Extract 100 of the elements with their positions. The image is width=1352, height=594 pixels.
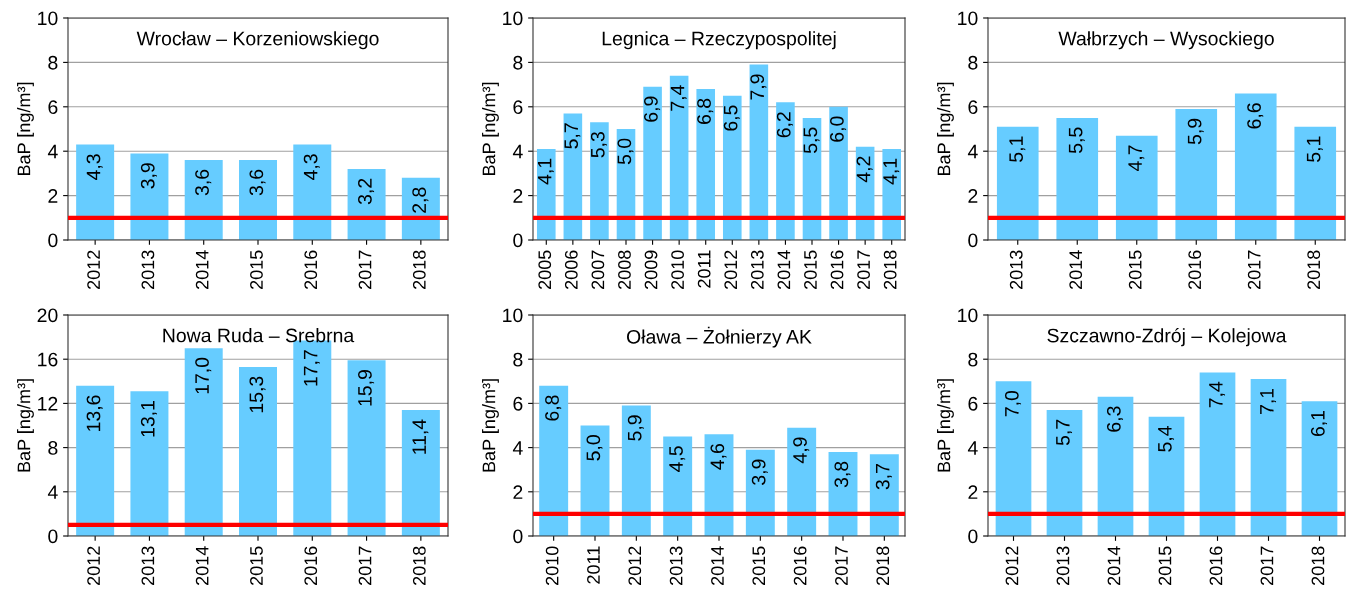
y-tick-label: 0	[968, 529, 978, 544]
data-label: 6,6	[1247, 103, 1264, 129]
y-tick-label: 8	[968, 352, 978, 367]
bar	[722, 95, 742, 240]
x-tick-label: 2017	[358, 546, 372, 585]
data-label: 4,2	[856, 156, 873, 183]
bar	[539, 385, 569, 536]
data-label: 4,7	[1128, 145, 1145, 172]
bar	[1301, 401, 1338, 536]
x-tick-label: 2018	[412, 250, 426, 289]
x-tick-label: 2012	[724, 250, 738, 289]
data-label: 6,9	[644, 96, 661, 122]
y-axis-title: BaP [ng/m³]	[17, 379, 34, 472]
data-label: 5,0	[617, 138, 634, 165]
x-tick-label: 2018	[876, 546, 890, 585]
y-tick-label: 4	[512, 441, 523, 455]
bar	[745, 449, 775, 536]
y-tick-label: 0	[513, 529, 523, 544]
data-label: 5,3	[590, 132, 607, 158]
x-tick-label: 2015	[1158, 546, 1172, 585]
data-label: 3,8	[834, 461, 851, 488]
data-label: 3,7	[875, 464, 892, 490]
text: Nowa Ruda – Srebrna	[163, 328, 355, 343]
bar	[1294, 126, 1337, 240]
x-tick-label: 2014	[711, 546, 724, 585]
bar	[1250, 379, 1287, 536]
bar	[643, 86, 662, 240]
x-tick-label: 2012	[1005, 546, 1019, 585]
x-tick-label: 2018	[1307, 250, 1321, 289]
data-label: 6,1	[1310, 410, 1328, 437]
data-label: 13,6	[86, 395, 103, 431]
bar	[621, 405, 651, 536]
bar	[749, 64, 769, 240]
text: Wrocław – Korzeniowskiego	[136, 31, 379, 50]
y-tick-label: 12	[38, 396, 58, 411]
data-label: 6,3	[1106, 406, 1124, 432]
data-label: 5,7	[564, 123, 581, 149]
data-label: 6,8	[545, 395, 562, 421]
data-label: 3,6	[249, 169, 266, 196]
bar	[130, 153, 169, 240]
x-tick-label: 2016	[1209, 546, 1223, 585]
y-tick-label: 0	[513, 233, 523, 248]
data-label: 17,7	[303, 350, 320, 386]
y-tick-label: 4	[967, 441, 978, 455]
y-tick-label: 2	[513, 485, 523, 499]
y-tick-label: 0	[48, 529, 58, 544]
data-label: 4,3	[86, 154, 103, 180]
data-label: 11,4	[412, 419, 429, 454]
data-label: 3,9	[140, 163, 157, 189]
x-tick-label: 2008	[618, 250, 631, 289]
bar	[669, 75, 689, 240]
x-tick-label: 2012	[87, 546, 100, 585]
bar	[1234, 93, 1277, 240]
data-label: 4,5	[669, 446, 686, 472]
x-tick-label: 2017	[857, 250, 870, 289]
y-tick-label: 8	[48, 55, 58, 70]
x-tick-label: 2017	[835, 546, 848, 585]
y-axis-title: BaP [ng/m³]	[937, 379, 954, 472]
bar	[869, 454, 899, 536]
x-tick-label: 2014	[195, 546, 209, 585]
data-label: 15,9	[358, 370, 375, 406]
data-label: 4,9	[793, 437, 810, 464]
bar	[76, 144, 115, 240]
y-tick-label: 10	[38, 11, 58, 26]
data-label: 3,9	[751, 459, 768, 485]
data-label: 7,9	[750, 74, 767, 100]
text: Wałbrzych – Wysockiego	[1058, 31, 1274, 50]
data-label: 6,8	[697, 98, 714, 124]
data-label: 5,0	[586, 435, 603, 461]
x-tick-label: 2013	[669, 546, 683, 585]
x-tick-label: 2013	[141, 250, 155, 289]
x-tick-label: 2017	[1247, 250, 1261, 289]
bar	[995, 381, 1032, 536]
bar	[401, 410, 440, 536]
y-tick-label: 4	[967, 144, 978, 159]
y-axis-title: BaP [ng/m³]	[937, 82, 954, 176]
y-tick-label: 0	[968, 233, 978, 248]
y-tick-label: 10	[503, 11, 523, 26]
bar	[696, 89, 716, 240]
x-tick-label: 2017	[358, 250, 372, 289]
bar	[663, 436, 693, 536]
x-tick-label: 2006	[564, 250, 578, 289]
data-label: 5,9	[1187, 118, 1204, 145]
data-label: 7,1	[1260, 388, 1277, 414]
data-label: 13,1	[140, 401, 157, 437]
y-tick-label: 0	[48, 233, 58, 248]
data-label: 2,8	[412, 187, 429, 213]
x-tick-label: 2010	[545, 546, 559, 585]
y-tick-label: 4	[47, 485, 58, 499]
bar	[536, 148, 556, 240]
bar	[1115, 135, 1158, 240]
text: Szczawno-Zdrój – Kolejowa	[1047, 327, 1287, 347]
bar	[1097, 396, 1134, 536]
bar	[563, 113, 583, 240]
text: Oława – Żołnierzy AK	[626, 326, 812, 348]
data-label: 7,0	[1004, 390, 1022, 417]
bar	[776, 102, 795, 240]
y-tick-label: 20	[37, 308, 58, 323]
x-tick-label: 2015	[250, 546, 263, 585]
data-label: 5,9	[627, 415, 644, 441]
